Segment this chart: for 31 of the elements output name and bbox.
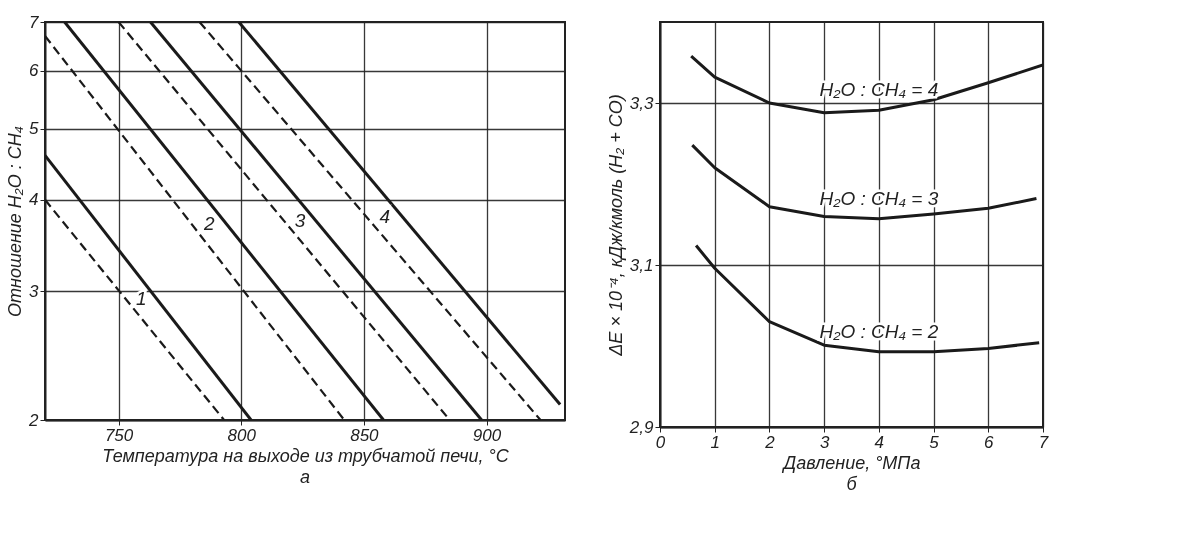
text: б	[846, 474, 858, 494]
y-axis-title: Отношение H₂O : CH₄	[5, 126, 26, 317]
y-tick-label: 6	[29, 61, 40, 81]
y-tick-label: 5	[29, 119, 40, 139]
y-tick-label: 4	[29, 190, 39, 210]
x-tick-label: 850	[350, 425, 380, 445]
x-tick-label: 1	[710, 432, 720, 452]
y-tick-label: 3	[29, 281, 40, 301]
x-tick-label: 4	[874, 432, 885, 452]
annotation: 4	[379, 206, 391, 228]
y-tick-label: 3,1	[629, 255, 654, 275]
x-tick-label: 5	[929, 432, 940, 452]
annotation: 1	[135, 287, 147, 309]
x-tick-label: 7	[1038, 432, 1049, 452]
y-tick-label: 2	[28, 410, 40, 430]
x-tick-label: 3	[819, 432, 830, 452]
y-tick-label: 2,9	[628, 417, 655, 437]
text: а	[299, 467, 311, 487]
x-tick-label: 0	[655, 432, 666, 452]
x-tick-label: 800	[227, 425, 257, 445]
annotation: 3	[294, 210, 306, 231]
x-tick-label: 2	[764, 432, 776, 452]
y-tick-label: 3,3	[629, 93, 655, 113]
x-tick-label: 750	[104, 425, 134, 445]
x-axis-title: Давление, °МПа	[781, 452, 921, 473]
x-tick-label: 6	[984, 432, 995, 452]
x-tick-label: 900	[472, 425, 502, 445]
annotation: 2	[203, 213, 216, 235]
y-tick-label: 7	[29, 12, 40, 32]
y-axis-title: ΔE × 10⁻⁴, кДж/кмоль (H₂ + CO)	[605, 94, 626, 357]
x-axis-title: Температура на выходе из трубчатой печи, °C	[102, 445, 510, 466]
